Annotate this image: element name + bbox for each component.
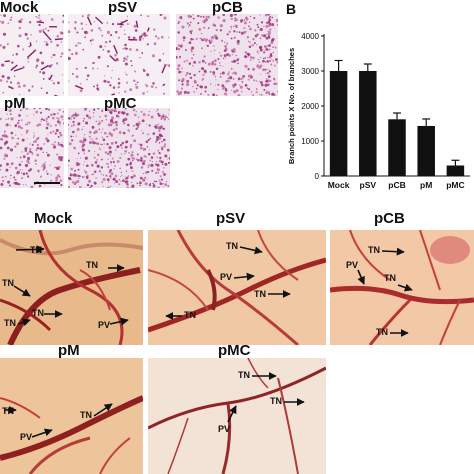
y-tick-label: 3000	[301, 67, 319, 76]
histology-tile-pcb	[176, 14, 278, 96]
x-tick-label: pCB	[388, 180, 405, 190]
histology-tile-psv	[68, 14, 170, 96]
tile-label-pm-top: pM	[4, 95, 26, 112]
x-tick-label: pM	[420, 180, 432, 190]
bar-pmc	[446, 165, 465, 176]
tile-label-psv-bottom: pSV	[216, 210, 246, 227]
tile-label-mock-bottom: Mock	[34, 210, 73, 227]
histology-tile-mock	[0, 14, 64, 96]
histology-image-mock	[0, 14, 64, 96]
bar-pm	[417, 125, 435, 176]
histology-image-pmc	[68, 108, 170, 188]
cam-image-mock	[0, 230, 143, 345]
x-tick-label: pMC	[446, 180, 464, 190]
cam-tile-pmc	[148, 358, 326, 474]
x-tick-label: Mock	[328, 180, 350, 190]
bar-psv	[359, 71, 377, 176]
y-tick-label: 4000	[301, 32, 319, 41]
histology-image-psv	[68, 14, 170, 96]
cam-image-psv	[148, 230, 326, 345]
tile-label-pcb-top: pCB	[212, 0, 243, 16]
bar-pcb	[388, 119, 406, 176]
cam-tile-mock	[0, 230, 143, 345]
y-axis-label: Branch points X No. of branches	[287, 48, 296, 164]
cam-image-pcb	[330, 230, 474, 345]
y-tick-label: 2000	[301, 102, 319, 111]
cam-image-pmc	[148, 358, 326, 474]
tile-label-mock-top: Mock	[0, 0, 39, 16]
bar-mock	[329, 71, 348, 176]
cam-tile-pcb	[330, 230, 474, 345]
histology-image-pm	[0, 108, 64, 188]
bar-chart: 0 1000 2000 3000 4000 Branch points X No. of …	[287, 32, 470, 190]
y-tick-label: 1000	[301, 137, 319, 146]
tile-label-pm-bottom: pM	[58, 342, 80, 359]
x-tick-label: pSV	[360, 180, 377, 190]
cam-tile-psv	[148, 230, 326, 345]
panel-letter-b: B	[286, 1, 297, 17]
tile-label-pmc-top: pMC	[104, 95, 137, 112]
tile-label-pcb-bottom: pCB	[374, 210, 405, 227]
scale-bar	[34, 182, 60, 184]
tile-label-psv-top: pSV	[108, 0, 138, 16]
histology-tile-pm	[0, 108, 64, 188]
y-tick-label: 0	[315, 172, 320, 181]
cam-tile-pm	[0, 358, 143, 474]
cam-image-pm	[0, 358, 143, 474]
histology-tile-pmc	[68, 108, 170, 188]
histology-image-pcb	[176, 14, 278, 96]
tile-label-pmc-bottom: pMC	[218, 342, 251, 359]
